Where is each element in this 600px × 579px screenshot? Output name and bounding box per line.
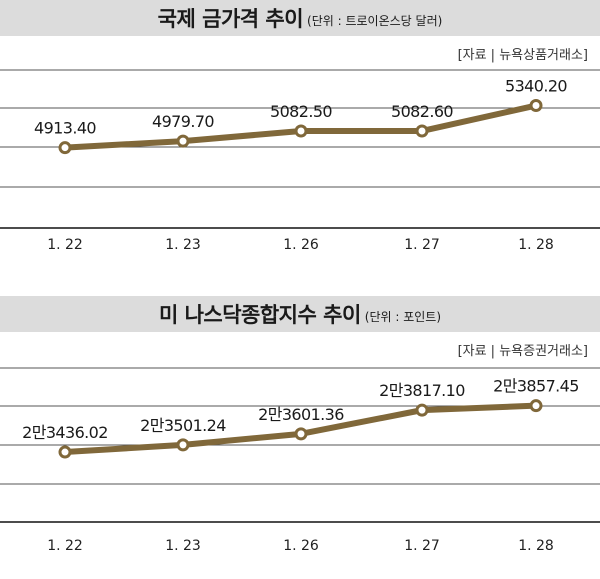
nasdaq-data-point-1 [176, 438, 190, 452]
nasdaq-panel: 미 나스닥종합지수 추이 (단위 : 포인트) [자료 | 뉴욕증권거래소] 2… [0, 296, 600, 579]
gold-data-point-1 [176, 134, 190, 148]
nasdaq-data-label-1: 2만3501.24 [140, 416, 226, 435]
gold-x-tick-label-1: 1. 23 [165, 237, 201, 253]
nasdaq-chart-title: 미 나스닥종합지수 추이 [158, 303, 361, 327]
gold-price-panel: 국제 금가격 추이 (단위 : 트로이온스당 달러) [자료 | 뉴욕상품거래소… [0, 0, 600, 270]
gold-x-tick-label-0: 1. 22 [47, 237, 83, 253]
gold-title-bar: 국제 금가격 추이 (단위 : 트로이온스당 달러) [0, 0, 600, 36]
gold-x-tick-label-2: 1. 26 [283, 237, 319, 253]
gold-chart-title: 국제 금가격 추이 [157, 7, 304, 31]
nasdaq-data-label-4: 2만3857.45 [493, 377, 579, 396]
gold-data-point-4 [529, 99, 543, 113]
nasdaq-data-label-2: 2만3601.36 [258, 405, 344, 424]
gold-data-point-3 [415, 124, 429, 138]
nasdaq-data-label-0: 2만3436.02 [22, 423, 108, 442]
nasdaq-x-tick-label-4: 1. 28 [518, 538, 554, 554]
gold-price-chart: 4913.40 4979.70 5082.50 5082.60 5340.20 1. 22… [0, 69, 600, 253]
nasdaq-x-tick-label-1: 1. 23 [165, 538, 201, 554]
nasdaq-data-label-3: 2만3817.10 [379, 381, 465, 400]
gold-source-note: [자료 | 뉴욕상품거래소] [457, 48, 588, 63]
gold-chart-unit: (단위 : 트로이온스당 달러) [307, 13, 443, 28]
gold-data-point-0 [58, 141, 72, 155]
gold-x-tick-label-4: 1. 28 [518, 237, 554, 253]
gold-data-label-4: 5340.20 [505, 77, 567, 96]
gold-data-label-0: 4913.40 [34, 119, 96, 138]
nasdaq-title-bar: 미 나스닥종합지수 추이 (단위 : 포인트) [0, 296, 600, 332]
nasdaq-data-point-2 [294, 427, 308, 441]
nasdaq-x-tick-label-2: 1. 26 [283, 538, 319, 554]
gold-data-point-2 [294, 124, 308, 138]
nasdaq-x-tick-label-3: 1. 27 [404, 538, 440, 554]
nasdaq-data-point-4 [529, 399, 543, 413]
nasdaq-data-point-0 [58, 445, 72, 459]
gold-x-tick-label-3: 1. 27 [404, 237, 440, 253]
nasdaq-x-tick-label-0: 1. 22 [47, 538, 83, 554]
nasdaq-source-note: [자료 | 뉴욕증권거래소] [457, 344, 588, 359]
nasdaq-chart-unit: (단위 : 포인트) [364, 309, 442, 324]
nasdaq-data-point-3 [415, 403, 429, 417]
gold-data-label-1: 4979.70 [152, 112, 214, 131]
nasdaq-chart: 2만3436.02 2만3501.24 2만3601.36 2만3817.10 2만38… [0, 367, 600, 554]
gold-data-label-3: 5082.60 [391, 102, 453, 121]
gold-data-label-2: 5082.50 [270, 102, 332, 121]
